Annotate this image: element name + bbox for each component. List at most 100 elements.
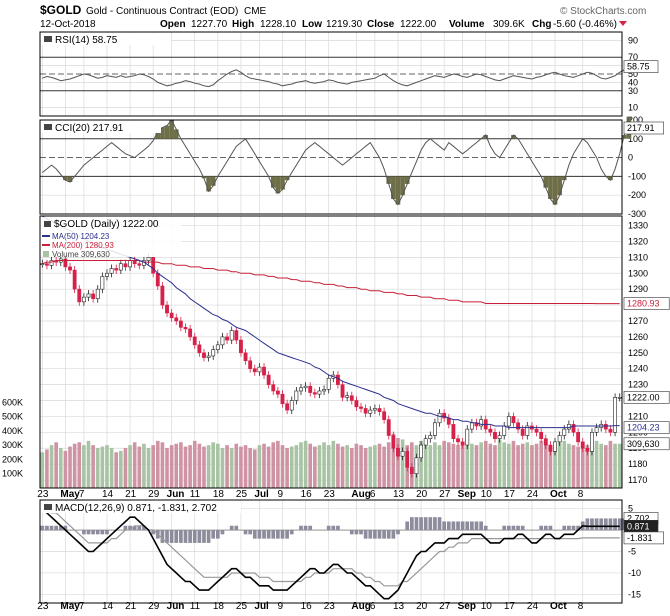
- date-axis-label: 27: [439, 489, 451, 500]
- volume-bar: [174, 443, 179, 488]
- volume-bar: [423, 443, 428, 488]
- candle-body: [155, 272, 160, 287]
- candle-body: [405, 451, 410, 468]
- candle-body: [372, 408, 377, 411]
- cci-fill-bar: [395, 176, 401, 205]
- date-axis-label: 29: [148, 489, 160, 500]
- volume-bar: [599, 443, 604, 488]
- macd-signal-line: [41, 503, 620, 587]
- macd-indicator-icon: [44, 504, 52, 510]
- candle-body: [493, 432, 497, 439]
- date-axis-label: May: [60, 489, 80, 500]
- date-axis-label-bottom: 29: [148, 601, 160, 611]
- candle-body: [174, 317, 179, 322]
- volume-bar: [137, 446, 142, 488]
- macd-panel: [39, 499, 623, 604]
- macd-hist-bar: [105, 530, 109, 535]
- volume-bar: [557, 442, 562, 488]
- macd-hist-bar: [202, 530, 206, 543]
- volume-bar: [326, 445, 331, 488]
- volume-bar: [165, 448, 169, 488]
- macd-hist-bar: [386, 530, 391, 539]
- macd-hist-bar: [215, 530, 220, 539]
- macd-signal-badge: -1.831: [627, 533, 653, 543]
- macd-signal-badge-box: [623, 531, 664, 545]
- price-tick-label: 1310: [628, 252, 648, 262]
- open-label: Open: [160, 19, 186, 30]
- volume-bar: [146, 448, 151, 488]
- volume-bar: [100, 446, 105, 488]
- volume-bar: [202, 446, 206, 488]
- volume-bar: [225, 445, 229, 488]
- rsi-panel: [39, 31, 623, 117]
- volume-bar: [155, 440, 160, 488]
- candle-body: [183, 327, 188, 330]
- volume-bar: [160, 442, 165, 488]
- candle-body: [178, 320, 183, 328]
- chg-value: -5.60 (-0.46%): [553, 19, 617, 30]
- candle-body: [520, 428, 525, 436]
- macd-hist-bar: [419, 517, 423, 531]
- candle-body: [442, 412, 447, 419]
- candle-body: [539, 432, 544, 439]
- volume-bar: [169, 445, 174, 488]
- volume-bar: [303, 440, 308, 488]
- candle-body: [326, 377, 331, 390]
- cci-fill-bar: [63, 176, 68, 181]
- candle-body: [608, 428, 613, 433]
- candle-body: [197, 344, 202, 354]
- volume-bar: [188, 445, 192, 488]
- volume-bar: [289, 446, 294, 488]
- candle-body: [252, 368, 257, 373]
- high-value: 1228.10: [260, 19, 297, 30]
- date-axis-label-bottom: 23: [324, 601, 336, 611]
- volume-bar: [460, 442, 465, 488]
- candle-body: [225, 336, 229, 341]
- volume-bar: [45, 449, 49, 488]
- macd-tick-label: -10: [628, 568, 641, 578]
- candle-body: [91, 293, 96, 300]
- volume-bar: [63, 450, 68, 488]
- volume-bar: [400, 439, 405, 488]
- volume-value: 309.6K: [493, 19, 525, 30]
- volume-bar: [40, 452, 45, 488]
- date-axis-label: Jun: [167, 489, 185, 500]
- cci-fill-bar: [155, 131, 161, 139]
- date-axis-label-bottom: Aug: [351, 601, 370, 611]
- cci-tick-label: -200: [628, 190, 646, 200]
- macd-hist-bar: [451, 521, 456, 531]
- volume-bar: [567, 443, 571, 488]
- macd-hist-bar: [479, 521, 483, 531]
- volume-bar: [419, 440, 423, 488]
- volume-bar: [502, 442, 507, 488]
- date-axis-label: 18: [213, 489, 225, 500]
- macd-hist-bar: [63, 525, 68, 531]
- volume-bar: [368, 446, 373, 488]
- date-axis-label: 25: [236, 489, 248, 500]
- macd-hist-bar: [396, 530, 400, 535]
- cci-fill-bar: [275, 176, 281, 194]
- date-axis-label-bottom: 13: [393, 601, 405, 611]
- ma50-label: MA(50) 1204.23: [52, 232, 110, 241]
- volume-bar: [511, 440, 516, 488]
- volume-bar: [391, 433, 396, 488]
- macd-tick-label: 5: [628, 504, 633, 514]
- cci-panel: [39, 119, 623, 215]
- cci-fill-bar: [483, 135, 489, 139]
- macd-hist-bar: [91, 530, 95, 535]
- candle-body: [359, 406, 363, 409]
- candle-body: [239, 339, 243, 354]
- candle-body: [456, 438, 460, 443]
- candle-body: [123, 263, 128, 268]
- macd-hist-bar: [280, 530, 285, 539]
- rsi-label: RSI(14) 58.75: [55, 35, 118, 46]
- volume-bar: [474, 445, 479, 488]
- cci-fill-bar: [511, 135, 516, 139]
- macd-hist-bar: [548, 525, 553, 531]
- volume-bar: [507, 443, 511, 488]
- macd-hist-bar: [128, 525, 132, 531]
- volume-bar: [590, 442, 594, 488]
- candle-body: [220, 336, 225, 346]
- cci-fill-bar: [608, 176, 613, 181]
- candle-body: [377, 408, 382, 412]
